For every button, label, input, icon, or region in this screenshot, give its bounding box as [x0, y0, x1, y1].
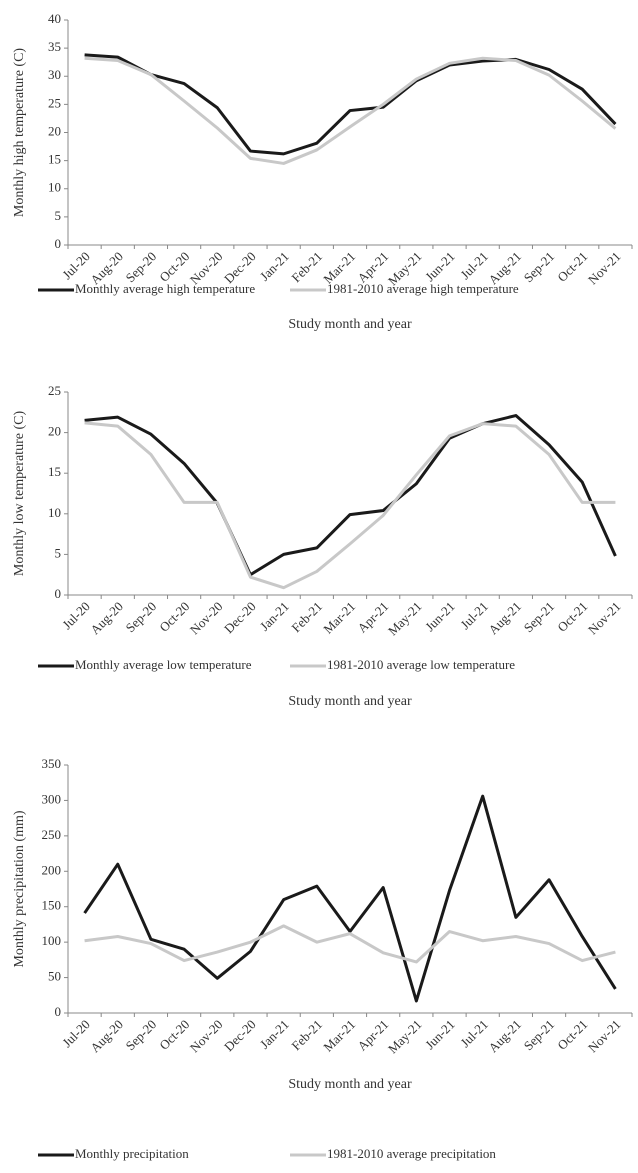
x-tick-label: Oct-21 — [554, 599, 590, 635]
x-tick-label: Aug-20 — [87, 1017, 126, 1056]
x-tick-label: Aug-21 — [485, 1017, 524, 1056]
y-tick-label: 5 — [55, 208, 62, 223]
y-axis-title: Monthly precipitation (mm) — [12, 810, 27, 967]
y-tick-label: 10 — [48, 180, 61, 195]
y-tick-label: 10 — [48, 505, 61, 520]
y-tick-label: 25 — [48, 95, 61, 110]
x-tick-label: Jan-21 — [257, 599, 292, 634]
x-tick-label: Nov-21 — [585, 1017, 624, 1056]
series-line — [84, 421, 616, 590]
x-tick-label: Oct-21 — [554, 249, 590, 285]
x-tick-label: Sep-21 — [521, 1017, 558, 1054]
x-axis-title: Study month and year — [288, 317, 412, 332]
x-axis-title: Study month and year — [288, 694, 412, 709]
x-tick-label: Jan-21 — [257, 249, 292, 284]
y-tick-label: 0 — [55, 236, 62, 251]
y-tick-label: 15 — [48, 152, 61, 167]
legend-label: Monthly average low temperature — [75, 657, 252, 672]
x-tick-label: Sep-20 — [123, 1017, 160, 1054]
y-tick-label: 40 — [48, 11, 61, 26]
series-line — [84, 53, 617, 156]
y-axis-title: Monthly low temperature (C) — [12, 411, 27, 577]
y-tick-label: 20 — [48, 123, 61, 138]
x-tick-label: Oct-21 — [554, 1017, 590, 1053]
legend-label: 1981-2010 average high temperature — [327, 281, 519, 296]
series-line — [84, 56, 617, 165]
series-line — [83, 794, 617, 1003]
x-tick-label: Nov-20 — [187, 599, 226, 638]
x-tick-label: Jan-21 — [257, 1017, 292, 1052]
x-tick-label: Sep-21 — [521, 249, 558, 286]
x-tick-label: Feb-21 — [288, 599, 325, 636]
y-tick-label: 200 — [42, 862, 62, 877]
y-tick-label: 20 — [48, 424, 61, 439]
series-line — [84, 414, 617, 577]
x-tick-label: Dec-20 — [221, 599, 259, 637]
x-tick-label: Nov-21 — [585, 249, 624, 288]
x-tick-label: Jun-21 — [422, 1017, 458, 1053]
x-tick-label: Dec-20 — [221, 1017, 259, 1055]
y-tick-label: 150 — [42, 898, 62, 913]
y-tick-label: 100 — [42, 933, 62, 948]
x-tick-label: Sep-20 — [123, 249, 160, 286]
x-tick-label: Nov-20 — [187, 1017, 226, 1056]
y-tick-label: 50 — [48, 969, 61, 984]
y-axis-title: Monthly high temperature (C) — [12, 48, 27, 217]
x-tick-label: Jun-21 — [422, 249, 458, 285]
legend-label: Monthly precipitation — [75, 1146, 189, 1161]
y-tick-label: 300 — [42, 791, 62, 806]
x-tick-label: May-21 — [385, 599, 425, 639]
legend-label: 1981-2010 average precipitation — [327, 1146, 496, 1161]
x-tick-label: Mar-21 — [320, 1017, 358, 1055]
y-tick-label: 0 — [55, 586, 62, 601]
x-tick-label: Nov-21 — [585, 599, 624, 638]
y-tick-label: 350 — [42, 756, 62, 771]
y-tick-label: 35 — [48, 39, 61, 54]
x-tick-label: Sep-21 — [521, 599, 558, 636]
x-tick-label: Sep-20 — [123, 599, 160, 636]
x-tick-label: Mar-21 — [320, 599, 358, 637]
y-tick-label: 0 — [55, 1004, 62, 1019]
x-tick-label: May-21 — [385, 1017, 425, 1057]
x-tick-label: Aug-20 — [87, 599, 126, 638]
x-axis-title: Study month and year — [288, 1077, 412, 1092]
x-tick-label: Feb-21 — [288, 249, 325, 286]
x-tick-label: Aug-21 — [485, 599, 524, 638]
x-tick-label: Oct-20 — [156, 249, 192, 285]
y-tick-label: 250 — [42, 827, 62, 842]
y-tick-label: 25 — [48, 383, 61, 398]
legend-label: 1981-2010 average low temperature — [327, 657, 515, 672]
series-line — [84, 924, 616, 964]
y-tick-label: 5 — [55, 545, 62, 560]
x-tick-label: Oct-20 — [156, 1017, 192, 1053]
y-tick-label: 30 — [48, 67, 61, 82]
x-tick-label: Feb-21 — [288, 1017, 325, 1054]
x-tick-label: Oct-20 — [156, 599, 192, 635]
legend-label: Monthly average high temperature — [75, 281, 255, 296]
x-tick-label: Jun-21 — [422, 599, 458, 635]
y-tick-label: 15 — [48, 464, 61, 479]
